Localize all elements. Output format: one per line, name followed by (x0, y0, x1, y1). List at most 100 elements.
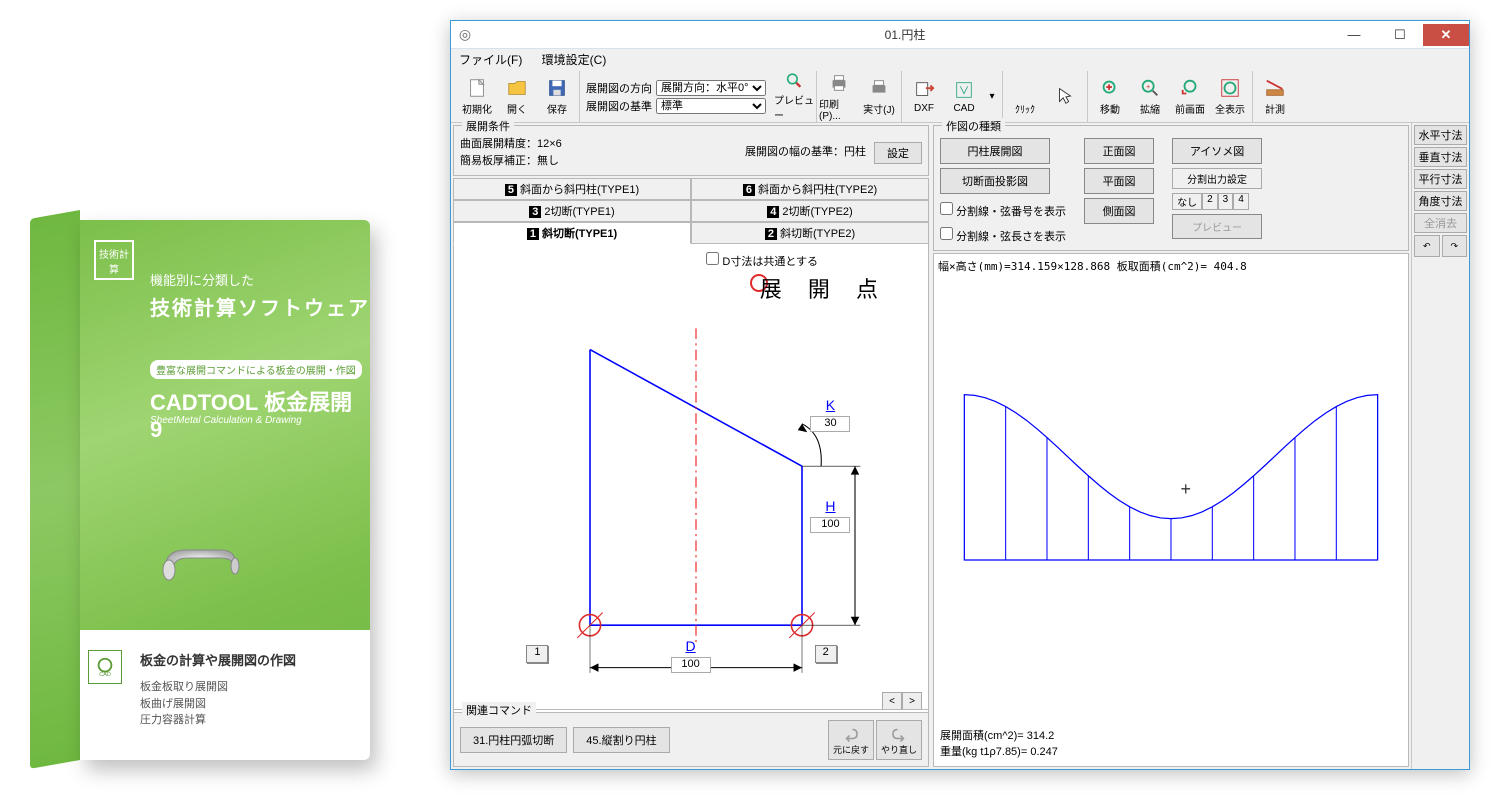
d-common-checkbox[interactable]: D寸法は共通とする (706, 252, 818, 269)
box-subtitle: SheetMetal Calculation & Drawing (150, 415, 302, 426)
chk-chord-len[interactable]: 分割線・弦長さを表示 (940, 227, 1066, 244)
related-btn-2[interactable]: 45.縦割り円柱 (573, 727, 669, 753)
tab-2[interactable]: 2斜切断(TYPE2) (691, 222, 929, 244)
cond-line-2: 簡易板厚補正：無し (460, 153, 562, 170)
cursor-icon (1054, 85, 1076, 107)
chk-chord-num[interactable]: 分割線・弦番号を表示 (940, 202, 1066, 219)
prev-view-button[interactable]: 前画面 (1170, 71, 1210, 122)
toolbar: 初期化 開く 保存 展開図の方向展開方向：水平0° 展開図の基準標準 プレビュー… (451, 71, 1469, 123)
open-button[interactable]: 開く (497, 71, 537, 122)
vdim-button[interactable]: 垂直寸法 (1414, 147, 1467, 167)
front-view-button[interactable]: 正面図 (1084, 138, 1154, 164)
tab-3[interactable]: 32切断(TYPE1) (453, 200, 691, 222)
minimize-button[interactable]: — (1331, 24, 1377, 46)
window-title: 01.円柱 (479, 26, 1331, 43)
right-panel: 作図の種類 円柱展開図 切断面投影図 分割線・弦番号を表示 分割線・弦長さを表示… (931, 123, 1411, 769)
show-all-button[interactable]: 全表示 (1210, 71, 1250, 122)
direction-label: 展開図の方向 (586, 80, 652, 96)
menu-env[interactable]: 環境設定(C) (542, 53, 607, 67)
maximize-button[interactable]: ☐ (1377, 24, 1423, 46)
box-tagline-3: 豊富な展開コマンドによる板金の展開・作図 (150, 360, 362, 379)
dim-k-label: K (810, 397, 850, 413)
zoom-button[interactable]: +拡縮 (1130, 71, 1170, 122)
plan-view-button[interactable]: 平面図 (1084, 168, 1154, 194)
dim-h-value[interactable]: 100 (810, 517, 850, 533)
prev-tab-button[interactable]: < (882, 692, 902, 710)
draw-section-button[interactable]: 切断面投影図 (940, 168, 1050, 194)
tab-body: D寸法は共通とする 展 開 点 (453, 244, 929, 713)
drawing-types: 作図の種類 円柱展開図 切断面投影図 分割線・弦番号を表示 分割線・弦長さを表示… (933, 125, 1409, 251)
tab-6[interactable]: 6斜面から斜円柱(TYPE2) (691, 178, 929, 200)
drawing-types-title: 作図の種類 (942, 118, 1005, 134)
adim-button[interactable]: 角度寸法 (1414, 191, 1467, 211)
ruler-icon (1264, 77, 1286, 99)
cond-line-1: 曲面展開精度：12×6 (460, 136, 562, 153)
menu-file[interactable]: ファイル(F) (459, 53, 522, 67)
result-area: 展開面積(cm^2)= 314.2 (940, 729, 1058, 744)
measure-button[interactable]: 計測 (1255, 71, 1295, 122)
printer-icon (868, 77, 890, 99)
dim-d-value[interactable]: 100 (671, 657, 711, 673)
export-icon (913, 79, 935, 101)
result-weight: 重量(kg t1ρ7.85)= 0.247 (940, 745, 1058, 760)
init-button[interactable]: 初期化 (457, 71, 497, 122)
actual-size-button[interactable]: 実寸(J) (859, 71, 899, 122)
iso-view-button[interactable]: アイソメ図 (1172, 138, 1262, 164)
hdim-button[interactable]: 水平寸法 (1414, 125, 1467, 145)
redo-button[interactable]: やり直し (876, 720, 922, 760)
box-tagline-1: 機能別に分類した (150, 270, 254, 289)
magnifier-icon (783, 71, 805, 90)
move-button[interactable]: 移動 (1090, 71, 1130, 122)
cad-icon (953, 79, 975, 101)
related-btn-1[interactable]: 31.円柱円弧切断 (460, 727, 567, 753)
reference-select[interactable]: 標準 (656, 98, 766, 114)
tabs: 5斜面から斜円柱(TYPE1) 6斜面から斜円柱(TYPE2) 32切断(TYP… (453, 178, 929, 707)
prev-icon (1179, 77, 1201, 99)
dim-d-label: D (671, 638, 711, 654)
tab-1[interactable]: 1斜切断(TYPE1) (453, 222, 691, 244)
box-heading: 板金の計算や展開図の作図 (140, 650, 358, 669)
preview-button[interactable]: プレビュー (774, 71, 814, 122)
tenkai-label: 展 開 点 (760, 272, 888, 304)
undo-button[interactable]: 元に戻す (828, 720, 874, 760)
draw-expand-button[interactable]: 円柱展開図 (940, 138, 1050, 164)
segment-output-label: 分割出力設定 (1172, 168, 1262, 189)
next-tab-button[interactable]: > (902, 692, 922, 710)
undo-small-button[interactable]: ↶ (1414, 235, 1440, 257)
hand-icon (1099, 77, 1121, 99)
clear-button[interactable]: 全消去 (1414, 213, 1467, 233)
menubar: ファイル(F) 環境設定(C) (451, 49, 1469, 71)
canvas-area[interactable]: 幅×高さ(mm)=314.159×128.868 板取面積(cm^2)= 404… (933, 253, 1409, 767)
right-sidebar: 水平寸法 垂直寸法 平行寸法 角度寸法 全消去 ↶ ↷ (1411, 123, 1469, 769)
segment-preview-button[interactable]: プレビュー (1172, 214, 1262, 239)
box-line-3: 圧力容器計算 (140, 712, 358, 729)
print-button[interactable]: 印刷(P)... (819, 71, 859, 122)
pdim-button[interactable]: 平行寸法 (1414, 169, 1467, 189)
tab-5[interactable]: 5斜面から斜円柱(TYPE1) (453, 178, 691, 200)
direction-select[interactable]: 展開方向：水平0° (656, 80, 766, 96)
box-tagline-2: 技術計算ソフトウェア (150, 292, 370, 321)
section-diagram: K 30 H 100 D 100 1 (484, 304, 908, 692)
cad-button[interactable]: CAD (944, 71, 984, 122)
dim-k-value[interactable]: 30 (810, 416, 850, 432)
reference-label: 展開図の基準 (586, 98, 652, 114)
fit-icon (1219, 77, 1241, 99)
redo-small-button[interactable]: ↷ (1442, 235, 1468, 257)
dxf-button[interactable]: DXF (904, 71, 944, 122)
segment-output-buttons[interactable]: なし234 (1172, 193, 1262, 210)
box-line-1: 板金板取り展開図 (140, 679, 358, 696)
redo-icon (890, 725, 908, 743)
click-icon-button[interactable] (1045, 71, 1085, 122)
box-title: CADTOOL 板金展開 9 (150, 385, 370, 443)
point-1-badge: 1 (526, 645, 548, 663)
titlebar[interactable]: ◎ 01.円柱 — ☐ ✕ (451, 21, 1469, 49)
tab-4[interactable]: 42切断(TYPE2) (691, 200, 929, 222)
save-button[interactable]: 保存 (537, 71, 577, 122)
click-button[interactable]: ｸﾘｯｸ (1005, 71, 1045, 122)
left-panel: 展開条件 曲面展開精度：12×6 簡易板厚補正：無し 展開図の幅の基準：円柱 設… (451, 123, 931, 769)
close-button[interactable]: ✕ (1423, 24, 1469, 46)
related-commands: 関連コマンド 31.円柱円弧切断 45.縦割り円柱 元に戻す やり直し (453, 709, 929, 767)
dropdown-button[interactable]: ▾ (984, 71, 1000, 122)
settings-button[interactable]: 設定 (874, 142, 922, 164)
side-view-button[interactable]: 側面図 (1084, 198, 1154, 224)
